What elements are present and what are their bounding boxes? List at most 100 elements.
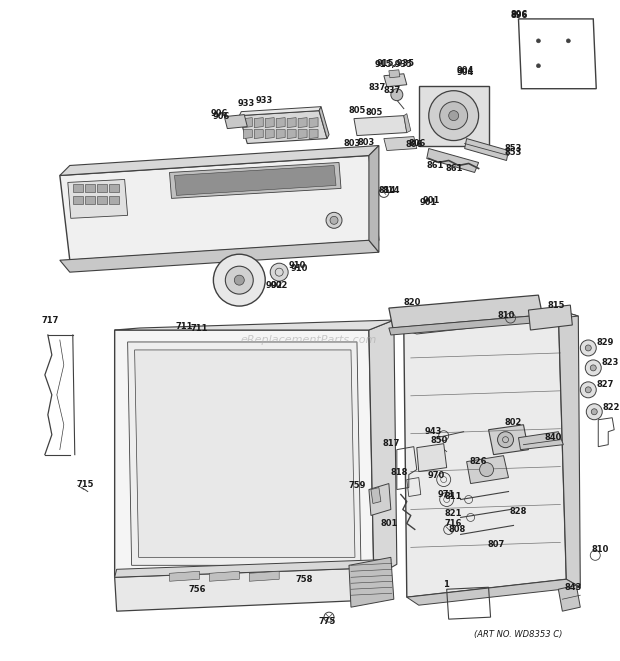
Polygon shape	[135, 350, 355, 557]
Text: 811: 811	[445, 492, 463, 501]
Polygon shape	[309, 130, 318, 139]
Circle shape	[587, 404, 602, 420]
Polygon shape	[115, 559, 391, 577]
Polygon shape	[518, 432, 564, 449]
Polygon shape	[309, 118, 318, 128]
Text: 902: 902	[270, 281, 288, 290]
Polygon shape	[115, 567, 391, 611]
Circle shape	[536, 63, 541, 68]
Text: 826: 826	[470, 457, 487, 466]
Polygon shape	[174, 165, 336, 196]
Polygon shape	[243, 130, 252, 139]
Circle shape	[440, 102, 467, 130]
Text: 915,935: 915,935	[374, 60, 413, 69]
Circle shape	[590, 365, 596, 371]
Circle shape	[580, 340, 596, 356]
Polygon shape	[427, 149, 479, 173]
Polygon shape	[559, 585, 580, 611]
Circle shape	[270, 263, 288, 281]
Text: 861: 861	[446, 164, 463, 173]
Text: 711: 711	[175, 321, 193, 330]
Polygon shape	[418, 86, 489, 145]
Text: 775: 775	[318, 617, 335, 626]
Polygon shape	[276, 118, 285, 128]
Text: 805: 805	[365, 108, 383, 117]
Polygon shape	[60, 240, 379, 272]
Text: 901: 901	[420, 198, 438, 207]
Circle shape	[326, 212, 342, 228]
Polygon shape	[73, 196, 82, 204]
Circle shape	[591, 408, 597, 414]
Text: 829: 829	[596, 338, 614, 348]
Polygon shape	[239, 110, 327, 143]
Text: 970: 970	[428, 471, 445, 480]
Polygon shape	[265, 130, 274, 139]
Text: 901: 901	[423, 196, 440, 205]
Text: 801: 801	[380, 519, 397, 528]
Text: 806: 806	[408, 139, 425, 148]
Text: 843: 843	[565, 583, 582, 592]
Polygon shape	[384, 137, 417, 151]
Circle shape	[585, 360, 601, 376]
Polygon shape	[108, 184, 118, 192]
Text: 910: 910	[290, 264, 308, 273]
Polygon shape	[389, 70, 400, 78]
Text: 818: 818	[390, 468, 407, 477]
Polygon shape	[489, 425, 528, 455]
Polygon shape	[369, 320, 397, 577]
Polygon shape	[389, 295, 542, 328]
Polygon shape	[115, 330, 374, 577]
Text: 823: 823	[601, 358, 619, 368]
Text: 808: 808	[448, 525, 465, 534]
Text: 822: 822	[603, 403, 620, 412]
Text: 902: 902	[265, 281, 283, 290]
Polygon shape	[287, 118, 296, 128]
Text: 803: 803	[357, 138, 374, 147]
Polygon shape	[349, 557, 394, 607]
Polygon shape	[354, 116, 407, 136]
Polygon shape	[369, 484, 391, 516]
Text: 827: 827	[596, 380, 614, 389]
Text: 896: 896	[511, 11, 528, 19]
Polygon shape	[68, 179, 128, 218]
Circle shape	[225, 266, 253, 294]
Text: 711: 711	[191, 323, 208, 332]
Text: 820: 820	[403, 297, 420, 307]
Text: 904: 904	[457, 68, 474, 77]
Polygon shape	[210, 571, 239, 581]
Text: 759: 759	[348, 481, 366, 490]
Circle shape	[566, 39, 570, 43]
Text: 837: 837	[383, 86, 401, 95]
Polygon shape	[404, 310, 578, 334]
Text: 1: 1	[443, 580, 449, 589]
Polygon shape	[108, 196, 118, 204]
Polygon shape	[559, 310, 580, 587]
Circle shape	[234, 275, 244, 285]
Polygon shape	[389, 315, 544, 335]
Polygon shape	[464, 139, 508, 161]
Circle shape	[585, 345, 591, 351]
Text: (ART NO. WD8353 C): (ART NO. WD8353 C)	[474, 630, 563, 639]
Text: 758: 758	[295, 575, 313, 584]
Polygon shape	[298, 118, 307, 128]
Polygon shape	[404, 310, 566, 598]
Text: 910: 910	[288, 260, 306, 270]
Text: 837: 837	[368, 83, 386, 93]
Text: 715: 715	[76, 480, 94, 489]
Polygon shape	[60, 155, 379, 260]
Polygon shape	[287, 130, 296, 139]
Polygon shape	[243, 118, 252, 128]
Polygon shape	[371, 488, 381, 504]
Polygon shape	[128, 342, 361, 565]
Circle shape	[429, 91, 479, 141]
Polygon shape	[276, 130, 285, 139]
Text: 853: 853	[505, 144, 522, 153]
Polygon shape	[467, 455, 508, 484]
Text: 717: 717	[41, 315, 58, 325]
Text: 817: 817	[382, 439, 399, 448]
Polygon shape	[254, 118, 264, 128]
Circle shape	[213, 254, 265, 306]
Polygon shape	[528, 305, 572, 330]
Text: 814: 814	[382, 186, 400, 195]
Polygon shape	[298, 130, 307, 139]
